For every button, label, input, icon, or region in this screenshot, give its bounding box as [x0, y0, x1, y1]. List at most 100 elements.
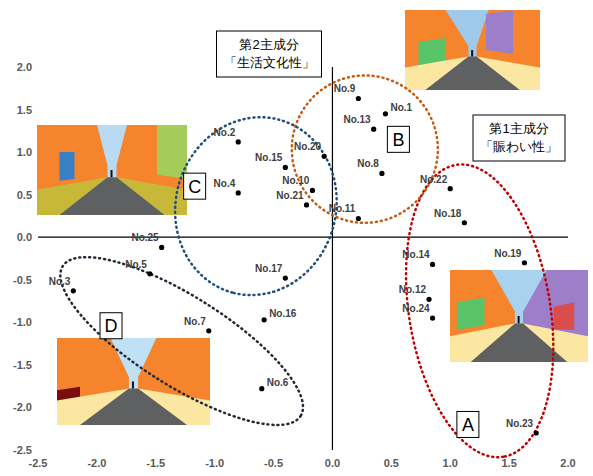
point-label: No.17	[255, 263, 283, 274]
point-label: No.7	[184, 316, 206, 327]
point-label: No.11	[329, 203, 356, 214]
points	[71, 96, 539, 436]
point	[147, 271, 152, 276]
thumbnail-object	[486, 10, 513, 54]
point	[371, 127, 376, 132]
x-tick-label: -2.5	[29, 457, 48, 469]
point-label: No.19	[494, 248, 522, 259]
group-ellipse	[289, 73, 441, 226]
x-tick-label: -1.5	[146, 457, 165, 469]
point-label: No.24	[402, 303, 430, 314]
axis-title: 第2主成分「生活文化性」	[217, 31, 322, 77]
point-label: No.3	[49, 276, 71, 287]
point	[322, 154, 327, 159]
thumbnail-person	[518, 316, 520, 323]
point-label: No.21	[276, 190, 304, 201]
point-label: No.9	[334, 83, 356, 94]
group-letter: A	[462, 415, 474, 435]
background	[0, 0, 593, 476]
point	[159, 245, 164, 250]
point-label: No.1	[390, 102, 412, 113]
point	[383, 111, 388, 116]
point-label: No.6	[267, 377, 289, 388]
thumbnail-person	[471, 50, 473, 56]
point-label: No.15	[255, 152, 283, 163]
x-tick-label: -2.0	[87, 457, 106, 469]
thumbnail-object	[457, 298, 485, 330]
point	[448, 186, 453, 191]
point	[236, 190, 241, 195]
thumbnail-sky	[57, 338, 210, 425]
y-tick-label: 0.0	[17, 231, 32, 243]
y-tick-label: -2.5	[13, 444, 32, 456]
point	[310, 188, 315, 193]
point	[430, 262, 435, 267]
thumbnail-road	[80, 389, 187, 426]
point-label: No.8	[357, 158, 379, 169]
axis-title-box	[473, 115, 565, 161]
group-letter-box	[184, 173, 206, 199]
group-ellipse	[155, 99, 357, 314]
point	[259, 386, 264, 391]
x-tick-label: 2.0	[560, 457, 575, 469]
y-tick-label: 1.0	[17, 146, 32, 158]
point-label: No.4	[214, 178, 236, 189]
thumbnail-road	[60, 177, 165, 215]
chart: -2.5-2.0-1.5-1.0-0.50.00.51.01.52.0-2.5-…	[0, 0, 593, 476]
group-ellipse	[39, 228, 325, 454]
thumbnail-person	[132, 382, 134, 389]
thumbnail-sky	[37, 125, 187, 215]
x-tick-label: 0.0	[325, 457, 340, 469]
y-tick-label: -1.0	[13, 316, 32, 328]
group-letter: C	[188, 177, 201, 197]
y-tick-label: -1.5	[13, 359, 32, 371]
y-axis-line	[332, 67, 333, 450]
thumbnail	[57, 338, 210, 425]
y-tick-label: 2.0	[17, 61, 32, 73]
thumbnail-object	[157, 125, 187, 179]
point-label: No.13	[343, 114, 371, 125]
group-ellipse	[386, 154, 573, 468]
point-label: No.12	[399, 284, 427, 295]
point	[262, 317, 267, 322]
thumbnail-object	[60, 152, 75, 181]
point	[534, 430, 539, 435]
y-tick-label: 0.5	[17, 189, 32, 201]
point	[379, 171, 384, 176]
point	[356, 96, 361, 101]
group-letter-box	[457, 411, 479, 437]
thumbnail	[37, 125, 187, 215]
point	[430, 315, 435, 320]
point-label: No.10	[282, 175, 310, 186]
y-tick-label: -0.5	[13, 274, 32, 286]
x-tick-label: 0.5	[384, 457, 399, 469]
thumbnail	[450, 270, 588, 362]
thumbnail-object	[554, 302, 575, 330]
point-label: No.25	[131, 232, 159, 243]
axis-title-text: 「賑わい性」	[480, 139, 558, 154]
x-tick-label: -1.0	[205, 457, 224, 469]
point-label: No.2	[214, 127, 236, 138]
point	[206, 328, 211, 333]
thumbnail	[405, 10, 540, 90]
group-letter-box	[100, 313, 122, 339]
point-label: No.23	[506, 418, 534, 429]
point	[71, 288, 76, 293]
group-letter: B	[392, 130, 404, 150]
point	[356, 216, 361, 221]
point	[462, 220, 467, 225]
axis-title-text: 「生活文化性」	[224, 55, 315, 70]
y-tick-label: -2.0	[13, 401, 32, 413]
point	[283, 165, 288, 170]
point-label: No.18	[434, 208, 462, 219]
point	[522, 260, 527, 265]
axis-title-box	[217, 31, 322, 77]
point	[304, 202, 309, 207]
thumbnail-road	[425, 56, 520, 90]
point-label: No.14	[402, 249, 430, 260]
x-tick-label: 1.0	[443, 457, 458, 469]
point-label: No.20	[294, 141, 322, 152]
point-label: No.5	[125, 259, 147, 270]
thumbnail-person	[111, 170, 113, 177]
point-label: No.22	[420, 174, 448, 185]
